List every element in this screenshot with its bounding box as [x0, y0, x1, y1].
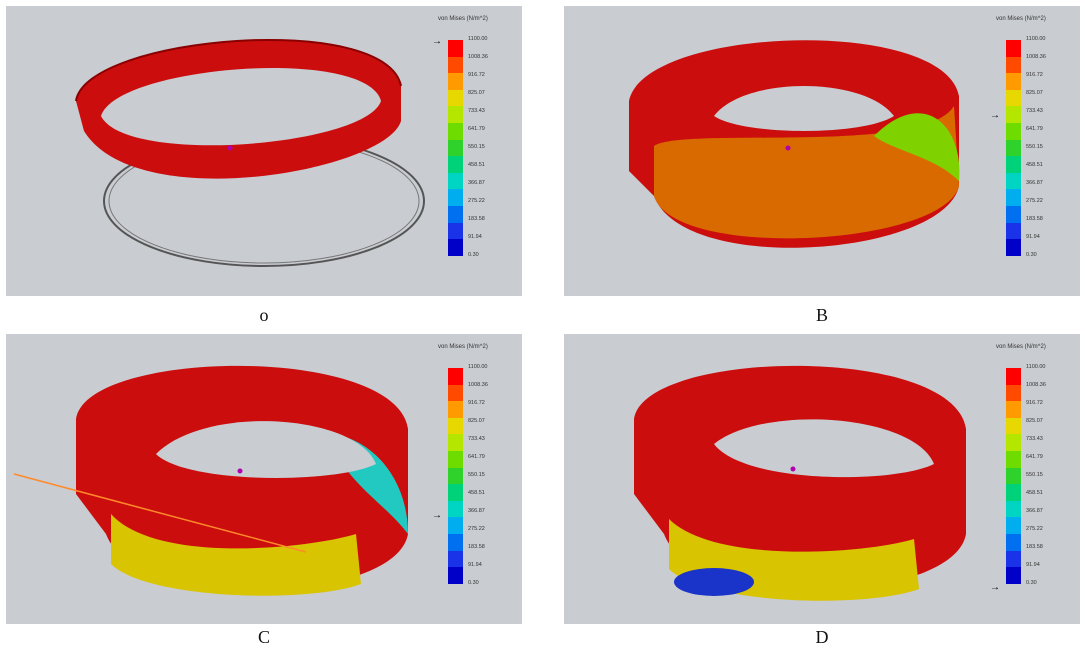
- legend-title: von Mises (N/m^2): [996, 16, 1046, 22]
- tick-label: 0.30: [1026, 252, 1037, 258]
- tick-label: 825.07: [468, 418, 485, 424]
- tick-label: 550.15: [468, 144, 485, 150]
- tick-label: 1008.36: [468, 54, 488, 60]
- tick-label: 825.07: [1026, 90, 1043, 96]
- tick-label: 275.22: [468, 198, 485, 204]
- tick-label: 733.43: [1026, 436, 1043, 442]
- tick-label: 916.72: [468, 72, 485, 78]
- legend-ticks: 1100.00 1008.36 916.72 825.07 733.43 641…: [468, 36, 510, 258]
- tick-label: 733.43: [468, 108, 485, 114]
- tick-label: 550.15: [1026, 472, 1043, 478]
- tick-label: 366.87: [468, 508, 485, 514]
- tick-label: 458.51: [1026, 162, 1043, 168]
- tick-label: 733.43: [468, 436, 485, 442]
- tick-label: 458.51: [468, 490, 485, 496]
- tick-label: 91.94: [468, 234, 482, 240]
- tick-label: 825.07: [1026, 418, 1043, 424]
- tick-label: 275.22: [1026, 198, 1043, 204]
- tick-label: 916.72: [1026, 72, 1043, 78]
- panel-b: von Mises (N/m^2) 1100.00 1008.36 916.72…: [564, 6, 1080, 296]
- level-pointer-icon: →: [990, 110, 1000, 121]
- tick-label: 1008.36: [1026, 382, 1046, 388]
- tick-label: 91.94: [468, 562, 482, 568]
- tick-label: 550.15: [1026, 144, 1043, 150]
- tick-label: 1100.00: [1026, 364, 1046, 370]
- level-pointer-icon: →: [432, 36, 442, 47]
- legend-title: von Mises (N/m^2): [438, 16, 488, 22]
- tick-label: 641.79: [1026, 126, 1043, 132]
- panel-c: von Mises (N/m^2) 1100.00 1008.36 916.72…: [6, 334, 522, 624]
- tick-label: 183.58: [468, 216, 485, 222]
- legend-title: von Mises (N/m^2): [996, 344, 1046, 350]
- legend-b: von Mises (N/m^2) 1100.00 1008.36 916.72…: [990, 16, 1068, 276]
- tick-label: 183.58: [468, 544, 485, 550]
- color-bar: [448, 40, 463, 256]
- tick-label: 458.51: [1026, 490, 1043, 496]
- tick-label: 916.72: [468, 400, 485, 406]
- level-pointer-icon: →: [990, 582, 1000, 593]
- tick-label: 366.87: [1026, 508, 1043, 514]
- tick-label: 641.79: [1026, 454, 1043, 460]
- tick-label: 275.22: [468, 526, 485, 532]
- tick-label: 1100.00: [468, 36, 488, 42]
- ring-model-b: [629, 40, 960, 248]
- tick-label: 183.58: [1026, 216, 1043, 222]
- tick-label: 458.51: [468, 162, 485, 168]
- color-bar: [1006, 368, 1021, 584]
- caption-c: C: [257, 627, 270, 647]
- caption-d: D: [815, 627, 829, 647]
- panel-d: von Mises (N/m^2) 1100.00 1008.36 916.72…: [564, 334, 1080, 624]
- tick-label: 183.58: [1026, 544, 1043, 550]
- caption-b: B: [815, 305, 828, 325]
- ring-model-d: [634, 365, 966, 601]
- legend-o: von Mises (N/m^2) 1100.00 1008.36 916.72…: [432, 16, 510, 276]
- tick-label: 91.94: [1026, 562, 1040, 568]
- panel-o: von Mises (N/m^2) 1100.00 1008.36 916.72…: [6, 6, 522, 296]
- ring-model-c: [13, 365, 408, 596]
- legend-ticks: 1100.00 1008.36 916.72 825.07 733.43 641…: [1026, 36, 1068, 258]
- tick-label: 916.72: [1026, 400, 1043, 406]
- tick-label: 0.30: [1026, 580, 1037, 586]
- legend-title: von Mises (N/m^2): [438, 344, 488, 350]
- tick-label: 733.43: [1026, 108, 1043, 114]
- tick-label: 366.87: [1026, 180, 1043, 186]
- legend-ticks: 1100.00 1008.36 916.72 825.07 733.43 641…: [1026, 364, 1068, 586]
- tick-label: 0.30: [468, 252, 479, 258]
- tick-label: 366.87: [468, 180, 485, 186]
- tick-label: 641.79: [468, 454, 485, 460]
- tick-label: 550.15: [468, 472, 485, 478]
- ring-model-o: [75, 39, 425, 267]
- color-bar: [448, 368, 463, 584]
- tick-label: 1008.36: [1026, 54, 1046, 60]
- legend-ticks: 1100.00 1008.36 916.72 825.07 733.43 641…: [468, 364, 510, 586]
- tick-label: 91.94: [1026, 234, 1040, 240]
- caption-o: o: [259, 305, 269, 325]
- tick-label: 0.30: [468, 580, 479, 586]
- tick-label: 1100.00: [468, 364, 488, 370]
- legend-c: von Mises (N/m^2) 1100.00 1008.36 916.72…: [432, 344, 510, 604]
- level-pointer-icon: →: [432, 510, 442, 521]
- legend-d: von Mises (N/m^2) 1100.00 1008.36 916.72…: [990, 344, 1068, 604]
- tick-label: 1008.36: [468, 382, 488, 388]
- color-bar: [1006, 40, 1021, 256]
- tick-label: 825.07: [468, 90, 485, 96]
- tick-label: 1100.00: [1026, 36, 1046, 42]
- tick-label: 641.79: [468, 126, 485, 132]
- tick-label: 275.22: [1026, 526, 1043, 532]
